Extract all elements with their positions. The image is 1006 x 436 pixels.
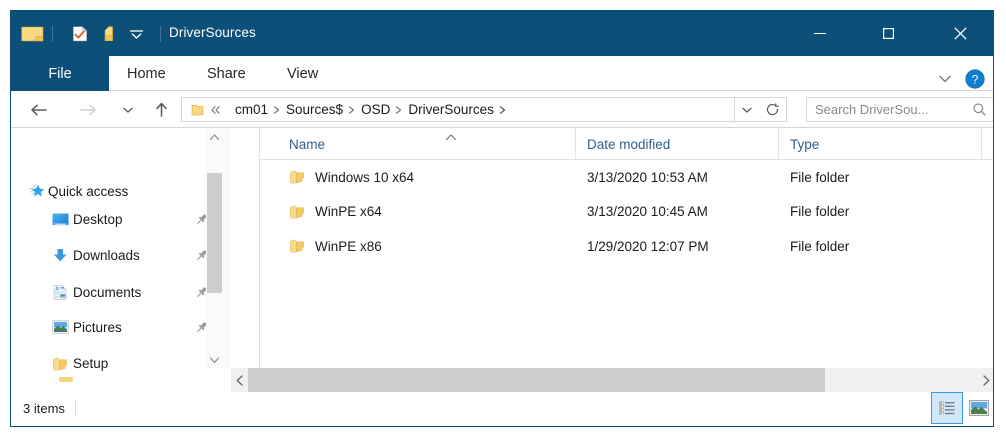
svg-text:?: ? — [972, 72, 979, 86]
